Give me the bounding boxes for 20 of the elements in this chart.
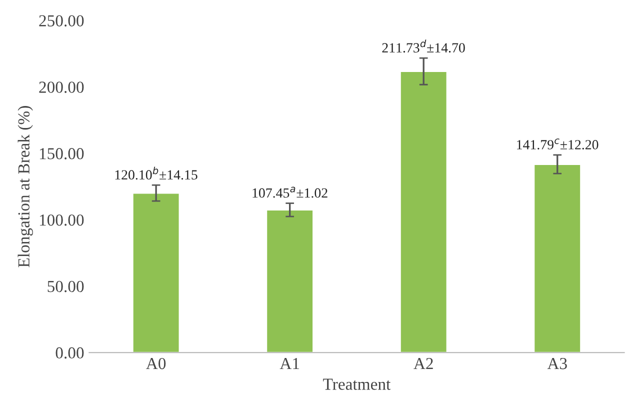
- bar: [132, 192, 180, 353]
- data-label: 107.45$^{a}$±1.02: [252, 186, 328, 198]
- data-label: 120.10$^{b}$±14.15: [115, 166, 198, 180]
- x-tick-label: A3: [547, 358, 567, 370]
- data-label: 211.73$^{d}$±14.70: [382, 40, 465, 53]
- y-tick-label: 100.00: [40, 214, 84, 226]
- bar: [266, 209, 314, 353]
- data-label: 141.79$^{c}$±12.20: [517, 138, 598, 150]
- y-tick-label: 50.00: [48, 280, 84, 292]
- y-tick-label: 150.00: [40, 148, 84, 160]
- bar: [400, 70, 448, 353]
- y-axis-title: Elongation at Break (%): [18, 106, 33, 268]
- x-tick-label: A0: [146, 358, 166, 370]
- x-tick-label: A2: [414, 358, 433, 370]
- x-tick-label: A1: [280, 358, 300, 370]
- bar: [533, 164, 582, 353]
- y-tick-label: 200.00: [39, 82, 84, 93]
- y-tick-label: 0.00: [56, 347, 84, 359]
- y-tick-label: 250.00: [39, 15, 84, 27]
- x-axis-title: Treatment: [323, 378, 391, 390]
